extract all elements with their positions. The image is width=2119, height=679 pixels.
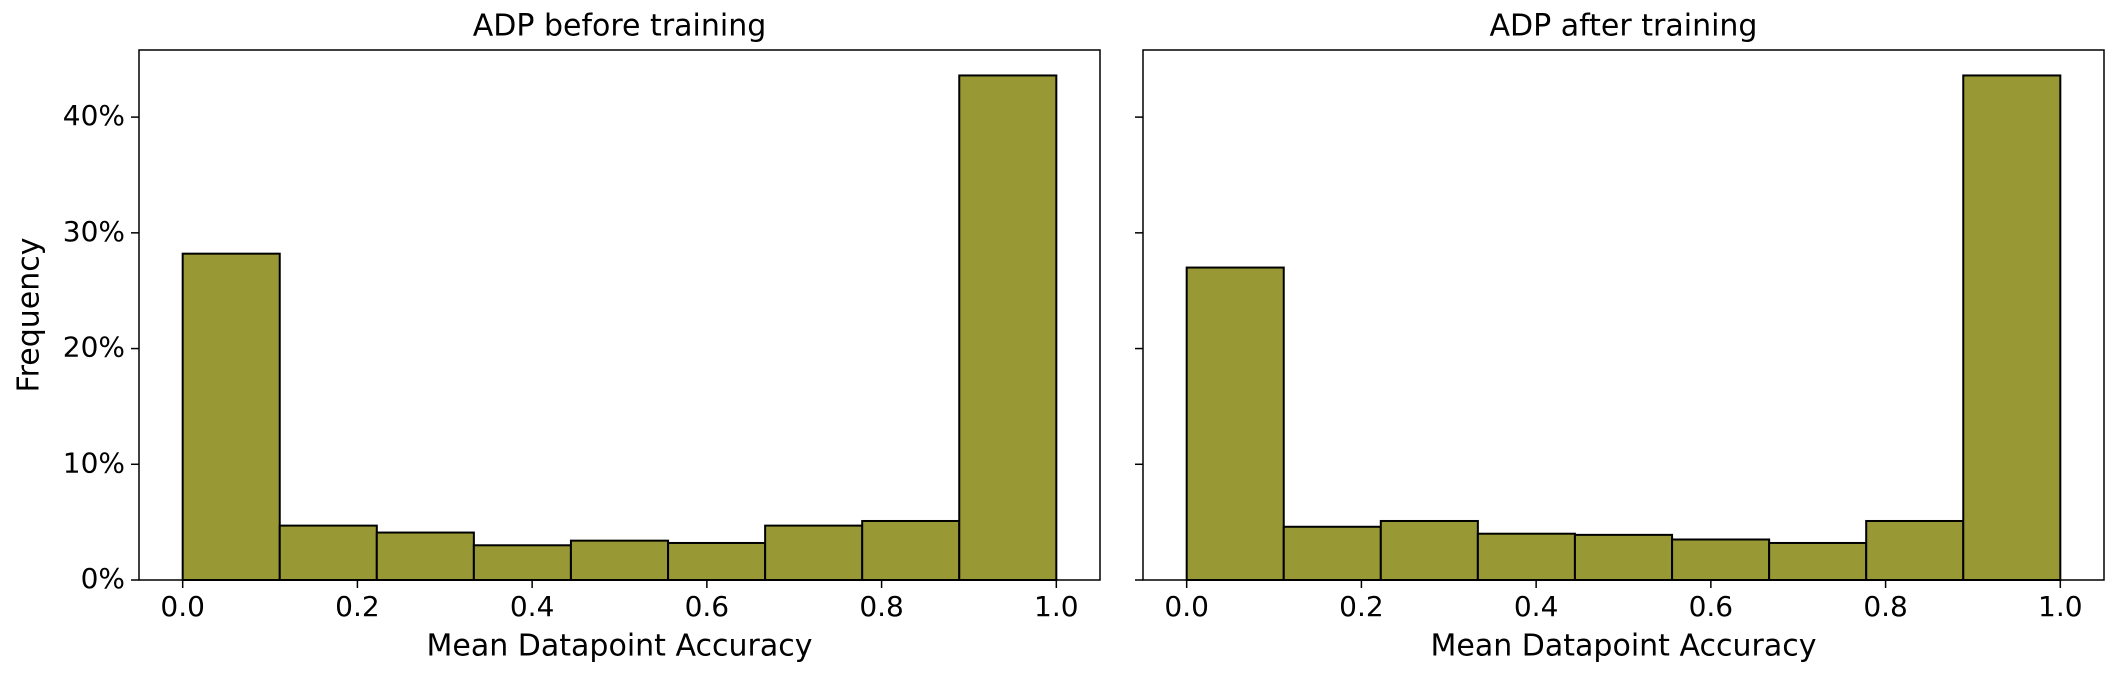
x-tick-label: 0.0 xyxy=(160,590,205,623)
bar xyxy=(861,519,961,582)
x-tick-label: 0.6 xyxy=(1689,590,1734,623)
bar xyxy=(958,74,1058,581)
axes-frame xyxy=(1142,49,2105,581)
x-tick-label: 0.2 xyxy=(1339,590,1384,623)
y-tick-label: 0% xyxy=(81,562,125,595)
bar xyxy=(1573,533,1674,582)
y-tick-label: 20% xyxy=(63,331,125,364)
bar xyxy=(278,524,378,581)
x-tick-label: 0.0 xyxy=(1164,590,1209,623)
x-tick-label: 0.4 xyxy=(1514,590,1559,623)
x-tick-label: 1.0 xyxy=(1034,590,1079,623)
axes-frame xyxy=(138,49,1101,581)
x-tick-label: 0.8 xyxy=(1863,590,1908,623)
bar xyxy=(1962,74,2062,581)
bar xyxy=(1185,266,1285,581)
x-tick-label: 0.4 xyxy=(510,590,555,623)
bar xyxy=(667,541,767,581)
bar xyxy=(569,539,670,582)
bar xyxy=(1768,541,1868,581)
x-tick-label: 0.6 xyxy=(685,590,730,623)
bar xyxy=(764,524,864,581)
y-tick-label: 40% xyxy=(63,99,125,132)
x-tick-label: 1.0 xyxy=(2038,590,2083,623)
y-tick-label: 30% xyxy=(63,215,125,248)
bar xyxy=(1379,519,1479,582)
x-tick-label: 0.2 xyxy=(335,590,380,623)
bar xyxy=(1282,525,1382,581)
x-axis-label: Mean Datapoint Accuracy xyxy=(1431,629,1817,664)
y-tick-label: 10% xyxy=(63,446,125,479)
bar xyxy=(375,531,475,581)
bar xyxy=(181,252,281,581)
x-axis-label: Mean Datapoint Accuracy xyxy=(427,629,813,664)
bar xyxy=(1865,519,1965,582)
chart-title: ADP after training xyxy=(1490,9,1758,44)
bar xyxy=(1476,532,1576,581)
y-axis-label: Frequency xyxy=(12,238,47,393)
chart-title: ADP before training xyxy=(473,9,767,44)
bar xyxy=(472,544,572,581)
x-tick-label: 0.8 xyxy=(859,590,904,623)
bar xyxy=(1671,538,1771,581)
